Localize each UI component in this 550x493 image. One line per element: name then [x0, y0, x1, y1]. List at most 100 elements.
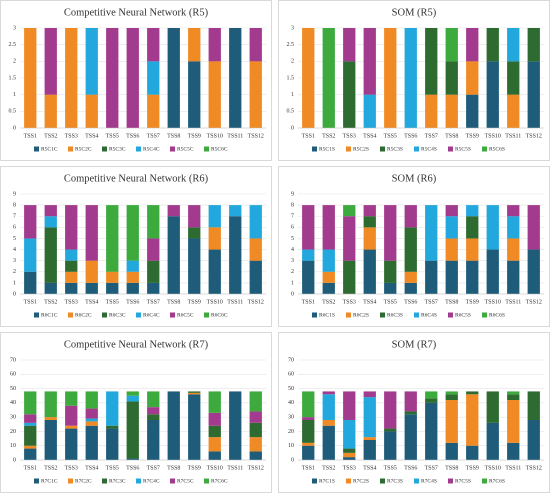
bar-segment: [404, 28, 417, 128]
y-tick-label: 2: [291, 269, 294, 275]
x-tick-label: TSS6: [126, 465, 139, 471]
bar-segment: [147, 414, 160, 420]
bar-segment: [65, 260, 78, 272]
legend-label: R7C4C: [143, 478, 160, 484]
chart-panel: Competitive Neural Network (R6) 0 1 2 3 4 5 6 7 8…: [0, 166, 272, 327]
y-tick-label: 8: [291, 202, 294, 208]
legend-swatch: [102, 146, 107, 152]
bar-segment: [445, 28, 458, 62]
bar-segment: [322, 28, 335, 128]
chart-panel: Competitive Neural Network (R5) 0 0.5 1 1.5 2…: [0, 0, 272, 161]
x-tick-label: TSS12: [248, 299, 264, 305]
legend-swatch: [414, 312, 419, 318]
x-tick-label: TSS3: [65, 133, 78, 139]
bar-segment: [44, 94, 57, 128]
bar-segment: [126, 458, 139, 460]
y-tick-label: 0: [291, 125, 294, 131]
bar-segment: [188, 28, 201, 62]
bar-segment: [507, 94, 520, 128]
legend-swatch: [204, 312, 209, 318]
legend-swatch: [346, 146, 351, 152]
bar-segment: [343, 260, 356, 294]
bar-segment: [466, 216, 479, 239]
bar-segment: [322, 249, 335, 272]
bar-segment: [249, 238, 262, 261]
legend-label: R7C5C: [177, 478, 194, 484]
x-tick-label: TSS11: [505, 465, 521, 471]
x-tick-label: TSS9: [466, 133, 479, 139]
x-tick-label: TSS3: [343, 133, 356, 139]
bar-segment: [425, 94, 438, 128]
legend-swatch: [68, 312, 73, 318]
bar-segment: [188, 61, 201, 129]
y-tick-label: 5: [13, 236, 16, 242]
bar-segment: [167, 391, 180, 460]
bar-segment: [445, 442, 458, 460]
bar-segment: [147, 260, 160, 283]
x-tick-label: TSS9: [188, 299, 201, 305]
bar-segment: [147, 391, 160, 408]
bar-segment: [343, 452, 356, 458]
bar-segment: [466, 260, 479, 294]
y-tick-label: 8: [13, 202, 16, 208]
y-tick-label: 0: [13, 457, 16, 463]
legend-swatch: [380, 146, 385, 152]
bar-segment: [106, 425, 119, 429]
bar-segment: [85, 282, 98, 294]
bar-segment: [106, 391, 119, 426]
legend-label: R6C6C: [211, 312, 228, 318]
chart-title: Competitive Neural Network (R7): [64, 339, 209, 350]
bar-segment: [188, 205, 201, 228]
y-tick-label: 0: [291, 457, 294, 463]
bar-segment: [343, 420, 356, 449]
bar-segment: [363, 94, 376, 128]
legend-label: R7C5S: [455, 478, 471, 484]
x-tick-label: TSS2: [322, 133, 335, 139]
x-tick-label: TSS8: [167, 133, 180, 139]
legend-swatch: [170, 146, 175, 152]
bar-segment: [208, 391, 221, 413]
bar-segment: [343, 448, 356, 453]
y-tick-label: 40: [288, 400, 294, 406]
bar-segment: [507, 260, 520, 294]
x-tick-label: TSS10: [207, 133, 223, 139]
legend-swatch: [414, 478, 419, 484]
y-tick-label: 1: [291, 280, 294, 286]
y-tick-label: 20: [288, 429, 294, 435]
bar-segment: [302, 442, 315, 446]
bar-segment: [208, 437, 221, 452]
bar-segment: [507, 28, 520, 62]
legend-swatch: [204, 478, 209, 484]
bar-segment: [249, 28, 262, 62]
y-tick-label: 3: [13, 25, 16, 31]
bar-segment: [188, 391, 201, 393]
legend-swatch: [346, 312, 351, 318]
y-tick-label: 30: [288, 415, 294, 421]
legend-swatch: [34, 478, 39, 484]
legend-label: R5C1C: [41, 146, 58, 152]
bar-segment: [65, 428, 78, 460]
legend-label: R6C3S: [387, 312, 403, 318]
bar-segment: [384, 28, 397, 128]
bar-segment: [302, 28, 315, 128]
bar-segment: [85, 94, 98, 128]
y-tick-label: 1.5: [9, 75, 17, 81]
legend-label: R5C6S: [489, 146, 505, 152]
bar-segment: [85, 421, 98, 426]
bar-segment: [24, 205, 37, 239]
bar-segment: [322, 271, 335, 283]
bar-segment: [208, 61, 221, 129]
y-tick-label: 2: [13, 59, 16, 65]
bar-segment: [384, 282, 397, 294]
legend-label: R6C2S: [353, 312, 369, 318]
bar-segment: [85, 205, 98, 261]
bar-segment: [343, 457, 356, 460]
bar-segment: [208, 425, 221, 438]
bar-segment: [85, 418, 98, 422]
bar-segment: [302, 249, 315, 261]
y-tick-label: 6: [13, 225, 16, 231]
x-tick-label: TSS2: [322, 465, 335, 471]
y-tick-label: 0.5: [9, 109, 17, 115]
legend-label: R7C4S: [421, 478, 437, 484]
y-tick-label: 2.5: [287, 42, 295, 48]
